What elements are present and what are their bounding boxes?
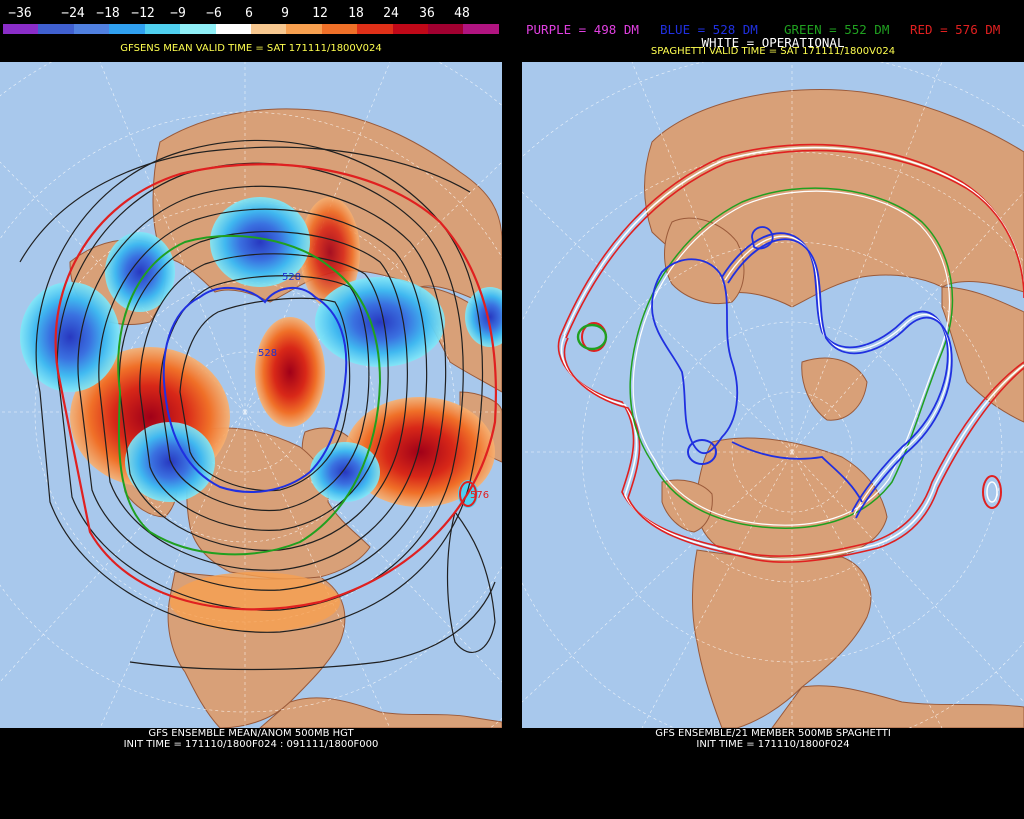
contour-label: 528	[282, 272, 301, 283]
legend-color-swatch	[38, 24, 74, 34]
legend-tick: −12	[131, 6, 155, 21]
contour-label: 576	[470, 490, 489, 501]
legend-tick: 9	[281, 6, 289, 21]
legend-green: GREEN = 552 DM	[784, 22, 890, 37]
legend-tick: 36	[419, 6, 435, 21]
legend-tick: −36	[8, 6, 32, 21]
legend-color-swatch	[109, 24, 145, 34]
contour-label: 528	[258, 348, 277, 359]
mean-valid-time-title: GFSENS MEAN VALID TIME = SAT 171111/1800…	[120, 43, 382, 54]
legend-tick: 48	[454, 6, 470, 21]
contour-552-green	[117, 235, 382, 556]
ensemble-mean-panel: −36 −24 −18 −12 −9 −6 6 9 12 18 24 36 48…	[0, 0, 502, 819]
contour-576-red	[54, 163, 498, 611]
legend-color-swatch	[250, 24, 287, 34]
legend-color-swatch	[392, 24, 429, 34]
legend-tick: −6	[206, 6, 222, 21]
contour-528-blue	[162, 286, 348, 493]
legend-tick: 6	[245, 6, 253, 21]
legend-red: RED = 576 DM	[910, 22, 1001, 37]
legend-color-swatch	[463, 24, 499, 34]
legend-tick: −9	[170, 6, 186, 21]
legend-color-swatch	[3, 24, 39, 34]
ensemble-mean-map: 528 528 576	[0, 62, 502, 728]
spaghetti-valid-time-title: SPAGHETTI VALID TIME = SAT 171111/1800V0…	[650, 46, 896, 57]
operational-legend: WHITE = OPERATIONAL	[701, 35, 845, 50]
legend-color-swatch	[428, 24, 464, 34]
legend-tick: 18	[348, 6, 364, 21]
spaghetti-caption-line2: INIT TIME = 171110/1800F024	[696, 739, 850, 750]
spaghetti-528-blue	[651, 226, 953, 519]
legend-tick: −24	[61, 6, 85, 21]
legend-color-swatch	[73, 24, 110, 34]
height-contours	[19, 139, 496, 671]
legend-color-swatch	[180, 24, 216, 34]
spaghetti-552-green	[576, 187, 954, 529]
legend-color-swatch	[286, 24, 322, 34]
spaghetti-map	[522, 62, 1024, 728]
legend-color-swatch	[357, 24, 393, 34]
anomaly-legend-ticks: −36 −24 −18 −12 −9 −6 6 9 12 18 24 36 48	[3, 6, 499, 22]
legend-tick: −18	[96, 6, 120, 21]
anomaly-color-bar	[3, 24, 499, 34]
legend-color-swatch	[144, 24, 181, 34]
mean-caption-line2: INIT TIME = 171110/1800F024 : 091111/180…	[123, 739, 379, 750]
legend-tick: 12	[312, 6, 328, 21]
spaghetti-576-red	[557, 143, 1024, 563]
legend-purple: PURPLE = 498 DM	[526, 22, 639, 37]
legend-tick: 24	[383, 6, 399, 21]
legend-blue: BLUE = 528 DM	[660, 22, 758, 37]
spaghetti-caption-line1: GFS ENSEMBLE/21 MEMBER 500MB SPAGHETTI	[655, 728, 891, 739]
legend-color-swatch	[215, 24, 251, 34]
legend-color-swatch	[321, 24, 358, 34]
spaghetti-panel: PURPLE = 498 DM BLUE = 528 DM GREEN = 55…	[522, 0, 1024, 819]
mean-caption-line1: GFS ENSEMBLE MEAN/ANOM 500MB HGT	[148, 728, 354, 739]
